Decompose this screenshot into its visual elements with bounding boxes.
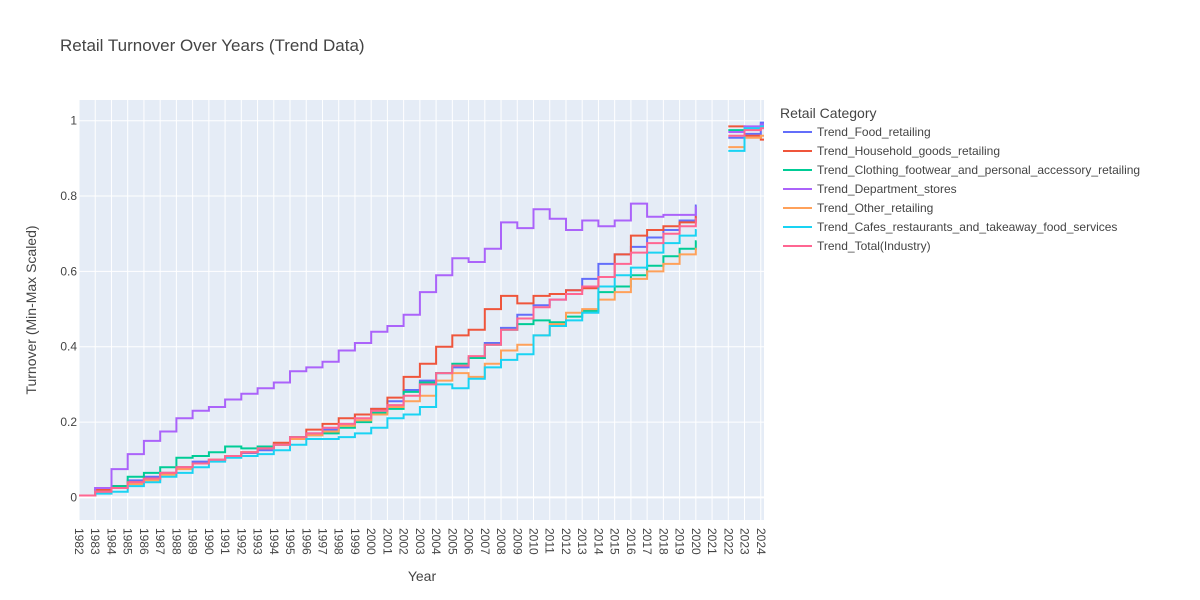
x-tick-label: 1991: [218, 528, 232, 555]
x-tick-label: 2015: [608, 528, 622, 555]
x-axis-ticks: 1982 1983 1984 1985 1986 1987 1988 1989 1990 1991…: [72, 528, 768, 555]
x-tick-label: 2013: [575, 528, 589, 555]
series-lines: [79, 121, 764, 497]
y-tick-label: 0: [70, 490, 77, 504]
y-tick-label: 0.8: [60, 189, 77, 203]
x-tick-label: 2005: [445, 528, 459, 555]
legend-label: Trend_Food_retailing: [817, 125, 931, 139]
legend-items[interactable]: Trend_Food_retailing Trend_Household_good…: [783, 125, 1140, 253]
x-tick-label: 1982: [72, 528, 86, 555]
series-line-recent: [728, 123, 764, 133]
legend-label: Trend_Household_goods_retailing: [817, 144, 1000, 158]
series-line-recent: [728, 134, 764, 149]
x-tick-label: 2009: [510, 528, 524, 555]
x-tick-label: 2002: [397, 528, 411, 555]
legend-label: Trend_Department_stores: [817, 182, 957, 196]
legend-item[interactable]: Trend_Other_retailing: [783, 201, 933, 215]
y-tick-label: 0.2: [60, 415, 77, 429]
y-tick-label: 0.6: [60, 264, 77, 278]
legend-title: Retail Category: [780, 105, 877, 121]
series-line-recent: [728, 127, 764, 137]
x-tick-label: 2011: [543, 528, 557, 554]
y-axis-title: Turnover (Min-Max Scaled): [23, 225, 39, 394]
x-tick-label: 2024: [754, 528, 768, 555]
x-tick-label: 1986: [137, 528, 151, 555]
series-line-main: [79, 240, 697, 497]
x-tick-label: 1993: [251, 528, 265, 555]
series-line-recent: [728, 121, 764, 139]
x-tick-label: 2021: [705, 528, 719, 555]
x-tick-label: 1999: [348, 528, 362, 555]
x-tick-label: 1985: [121, 528, 135, 555]
x-tick-label: 1987: [153, 528, 167, 555]
legend[interactable]: Retail Category Trend_Food_retailingTren…: [780, 105, 1140, 253]
legend-item[interactable]: Trend_Department_stores: [783, 182, 957, 196]
series-line-recent: [728, 125, 764, 152]
x-tick-label: 2003: [413, 528, 427, 555]
x-tick-label: 2016: [624, 528, 638, 555]
legend-item[interactable]: Trend_Cafes_restaurants_and_takeaway_foo…: [783, 220, 1117, 234]
legend-item[interactable]: Trend_Total(Industry): [783, 239, 931, 253]
series-line-main: [79, 229, 697, 497]
series-line-main: [79, 247, 697, 497]
legend-item[interactable]: Trend_Clothing_footwear_and_personal_acc…: [783, 163, 1140, 177]
x-tick-label: 2007: [478, 528, 492, 555]
legend-item[interactable]: Trend_Household_goods_retailing: [783, 144, 1000, 158]
series-line-main: [79, 217, 697, 497]
x-tick-label: 2004: [429, 528, 443, 555]
x-tick-label: 1992: [234, 528, 248, 555]
x-tick-label: 1995: [283, 528, 297, 555]
x-tick-label: 1996: [299, 528, 313, 555]
x-tick-label: 1998: [332, 528, 346, 555]
x-tick-label: 1983: [88, 528, 102, 555]
series-line-main: [79, 202, 697, 497]
x-tick-label: 1994: [267, 528, 281, 555]
legend-item[interactable]: Trend_Food_retailing: [783, 125, 931, 139]
x-axis-title: Year: [408, 568, 437, 584]
chart-title: Retail Turnover Over Years (Trend Data): [60, 36, 365, 55]
legend-label: Trend_Cafes_restaurants_and_takeaway_foo…: [817, 220, 1117, 234]
x-tick-label: 1997: [315, 528, 329, 555]
y-tick-label: 0.4: [60, 340, 77, 354]
x-tick-label: 2019: [673, 528, 687, 555]
x-tick-label: 1990: [202, 528, 216, 555]
y-tick-label: 1: [70, 114, 77, 128]
x-tick-label: 2023: [738, 528, 752, 555]
x-tick-label: 2008: [494, 528, 508, 555]
x-tick-label: 1989: [186, 528, 200, 555]
legend-label: Trend_Total(Industry): [817, 239, 931, 253]
series-line-recent: [728, 125, 764, 141]
x-tick-label: 2014: [591, 528, 605, 555]
legend-label: Trend_Other_retailing: [817, 201, 933, 215]
plot-area: [79, 100, 764, 520]
x-tick-label: 2017: [640, 528, 654, 555]
y-axis-ticks: 0 0.2 0.4 0.6 0.8 1: [60, 114, 77, 505]
x-tick-label: 2000: [364, 528, 378, 555]
legend-label: Trend_Clothing_footwear_and_personal_acc…: [817, 163, 1140, 177]
x-tick-label: 1988: [169, 528, 183, 555]
x-tick-label: 2022: [721, 528, 735, 555]
grid: [78, 100, 764, 520]
x-tick-label: 2010: [527, 528, 541, 555]
x-tick-label: 1984: [104, 528, 118, 555]
x-tick-label: 2001: [380, 528, 394, 555]
x-tick-label: 2012: [559, 528, 573, 555]
x-tick-label: 2006: [462, 528, 476, 555]
x-tick-label: 2020: [689, 528, 703, 555]
x-tick-label: 2018: [656, 528, 670, 555]
